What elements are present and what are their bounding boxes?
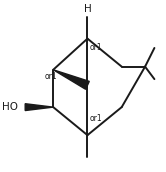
Text: or1: or1 bbox=[90, 114, 102, 123]
Polygon shape bbox=[25, 104, 53, 111]
Text: or1: or1 bbox=[45, 72, 57, 81]
Polygon shape bbox=[53, 70, 89, 89]
Text: HO: HO bbox=[2, 102, 18, 112]
Text: H: H bbox=[84, 4, 91, 14]
Text: or1: or1 bbox=[90, 42, 102, 52]
